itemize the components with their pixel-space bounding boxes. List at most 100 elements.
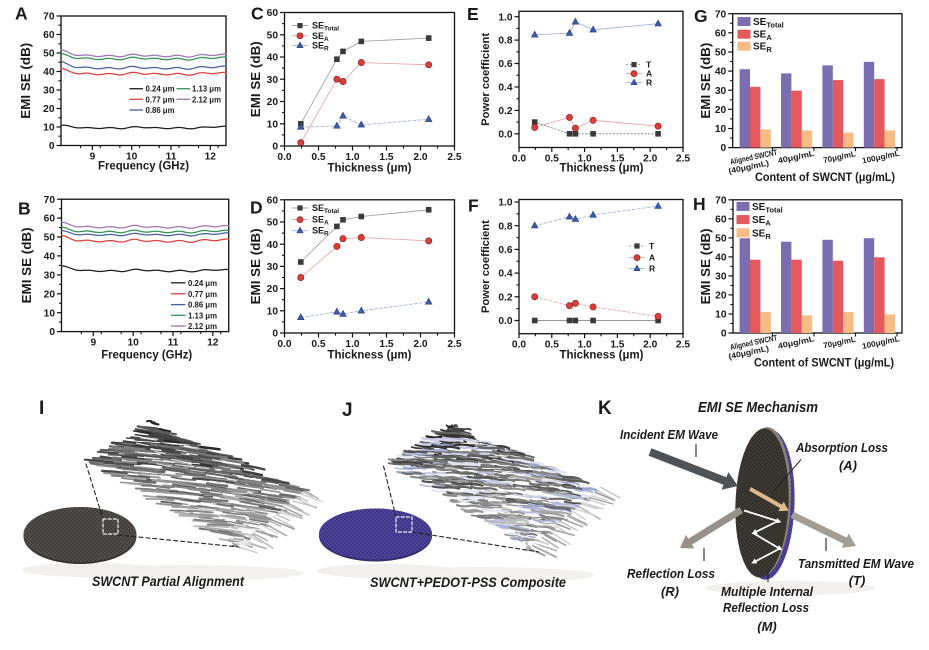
svg-text:E: E — [467, 4, 479, 24]
svg-text:30: 30 — [267, 75, 279, 86]
svg-text:Frequency (GHz): Frequency (GHz) — [98, 159, 189, 173]
svg-text:Thickness (μm): Thickness (μm) — [328, 348, 412, 362]
svg-text:SETotal: SETotal — [753, 17, 784, 30]
svg-text:70: 70 — [43, 12, 55, 23]
svg-text:50: 50 — [715, 48, 727, 59]
svg-text:SEA: SEA — [753, 30, 772, 43]
svg-text:SWCNT Partial Alignment: SWCNT Partial Alignment — [92, 573, 245, 589]
svg-text:20: 20 — [715, 105, 727, 116]
svg-text:0.5: 0.5 — [545, 154, 559, 165]
svg-text:SER: SER — [312, 226, 329, 238]
svg-text:0.0: 0.0 — [498, 129, 512, 140]
svg-text:40: 40 — [267, 240, 279, 251]
svg-text:F: F — [468, 196, 479, 216]
svg-text:100μg/mL: 100μg/mL — [861, 149, 900, 166]
svg-text:30: 30 — [43, 86, 55, 97]
svg-text:40μg/mL: 40μg/mL — [777, 149, 815, 166]
svg-text:Content of SWCNT (μg/mL): Content of SWCNT (μg/mL) — [755, 170, 895, 184]
svg-text:0: 0 — [49, 327, 55, 338]
svg-text:1.0: 1.0 — [345, 339, 359, 350]
svg-text:SEA: SEA — [752, 215, 771, 228]
svg-text:10: 10 — [715, 124, 727, 135]
svg-text:0.0: 0.0 — [498, 316, 512, 327]
svg-text:50: 50 — [43, 49, 55, 60]
svg-text:SER: SER — [752, 228, 771, 241]
svg-text:T: T — [646, 60, 652, 70]
svg-text:10: 10 — [267, 306, 279, 317]
svg-text:Absorption Loss: Absorption Loss — [795, 440, 888, 455]
svg-text:9: 9 — [90, 338, 96, 349]
svg-text:10: 10 — [128, 338, 140, 349]
svg-text:Multiple Internal: Multiple Internal — [721, 584, 813, 599]
svg-text:60: 60 — [267, 195, 279, 206]
svg-text:40: 40 — [267, 53, 279, 64]
svg-text:1.0: 1.0 — [578, 340, 592, 351]
svg-text:EMI SE (dB): EMI SE (dB) — [249, 41, 263, 117]
svg-text:1.5: 1.5 — [610, 340, 624, 351]
svg-text:0.6: 0.6 — [498, 245, 512, 256]
svg-text:0.77 μm: 0.77 μm — [188, 289, 217, 299]
svg-text:A: A — [649, 253, 655, 263]
svg-text:0.0: 0.0 — [512, 340, 526, 351]
svg-text:EMI SE (dB): EMI SE (dB) — [699, 228, 713, 304]
svg-text:G: G — [694, 6, 708, 26]
svg-text:50: 50 — [267, 218, 279, 229]
svg-text:0.4: 0.4 — [498, 83, 512, 94]
svg-text:Thickness (μm): Thickness (μm) — [328, 161, 412, 175]
svg-text:2.5: 2.5 — [676, 340, 690, 351]
svg-text:20: 20 — [267, 284, 279, 295]
svg-text:Content of SWCNT (μg/mL): Content of SWCNT (μg/mL) — [754, 356, 894, 370]
svg-text:20: 20 — [715, 291, 727, 302]
svg-text:0.6: 0.6 — [498, 59, 512, 70]
svg-text:(M): (M) — [757, 619, 777, 634]
svg-text:60: 60 — [715, 28, 727, 39]
svg-text:30: 30 — [267, 262, 279, 273]
svg-text:EMI SE (dB): EMI SE (dB) — [20, 227, 34, 303]
svg-text:I: I — [39, 398, 44, 419]
svg-text:K: K — [598, 398, 612, 419]
svg-text:Reflection Loss: Reflection Loss — [723, 600, 809, 615]
svg-text:1.5: 1.5 — [379, 152, 393, 163]
svg-text:2.0: 2.0 — [413, 152, 427, 163]
svg-text:60: 60 — [715, 214, 727, 225]
svg-text:0: 0 — [49, 141, 55, 152]
svg-text:SETotal: SETotal — [312, 21, 339, 33]
svg-text:60: 60 — [44, 214, 56, 225]
svg-text:SER: SER — [753, 42, 772, 55]
svg-text:10: 10 — [44, 308, 56, 319]
svg-text:(R): (R) — [661, 584, 679, 599]
svg-text:12: 12 — [207, 338, 219, 349]
svg-text:40μg/mL: 40μg/mL — [777, 334, 815, 351]
svg-text:0: 0 — [721, 329, 727, 340]
svg-text:1.5: 1.5 — [379, 339, 393, 350]
svg-text:1.5: 1.5 — [610, 154, 624, 165]
svg-text:Tansmitted EM Wave: Tansmitted EM Wave — [798, 556, 914, 571]
svg-text:50: 50 — [267, 30, 279, 41]
svg-text:0.0: 0.0 — [277, 152, 291, 163]
svg-text:(T): (T) — [849, 573, 866, 588]
svg-text:D: D — [250, 198, 263, 218]
svg-text:Thickness (μm): Thickness (μm) — [560, 161, 644, 175]
svg-text:10: 10 — [43, 123, 55, 134]
svg-text:70: 70 — [44, 195, 56, 206]
svg-text:1.0: 1.0 — [498, 12, 512, 23]
svg-text:2.5: 2.5 — [676, 154, 690, 165]
svg-text:0.2: 0.2 — [498, 292, 512, 303]
svg-text:H: H — [693, 194, 706, 214]
svg-text:30: 30 — [715, 86, 727, 97]
svg-text:70μg/mL: 70μg/mL — [822, 335, 856, 351]
svg-text:0.0: 0.0 — [512, 154, 526, 165]
svg-text:2.12 μm: 2.12 μm — [188, 321, 217, 331]
svg-text:0.86 μm: 0.86 μm — [146, 105, 175, 115]
svg-text:EMI SE (dB): EMI SE (dB) — [249, 228, 263, 304]
svg-text:R: R — [649, 264, 655, 274]
svg-text:40: 40 — [715, 67, 727, 78]
svg-text:11: 11 — [166, 152, 177, 163]
svg-text:0.5: 0.5 — [545, 340, 559, 351]
svg-text:Thickness (μm): Thickness (μm) — [560, 348, 644, 362]
svg-text:R: R — [646, 78, 652, 88]
svg-text:1.0: 1.0 — [345, 152, 359, 163]
svg-text:30: 30 — [44, 271, 56, 282]
svg-text:11: 11 — [168, 338, 179, 349]
svg-text:0.24 μm: 0.24 μm — [188, 278, 217, 288]
